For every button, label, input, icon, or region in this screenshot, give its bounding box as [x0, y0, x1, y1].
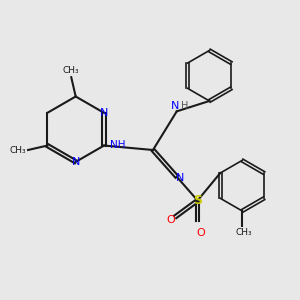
Text: H: H — [182, 101, 189, 111]
Text: N: N — [171, 101, 179, 111]
Text: CH₃: CH₃ — [235, 228, 252, 237]
Text: N: N — [176, 173, 184, 183]
Text: CH₃: CH₃ — [63, 66, 80, 75]
Text: N: N — [71, 157, 80, 167]
Text: N: N — [100, 108, 108, 118]
Text: NH: NH — [110, 140, 126, 150]
Text: O: O — [196, 228, 205, 238]
Text: O: O — [167, 215, 175, 225]
Text: S: S — [193, 194, 202, 207]
Text: CH₃: CH₃ — [9, 146, 26, 154]
